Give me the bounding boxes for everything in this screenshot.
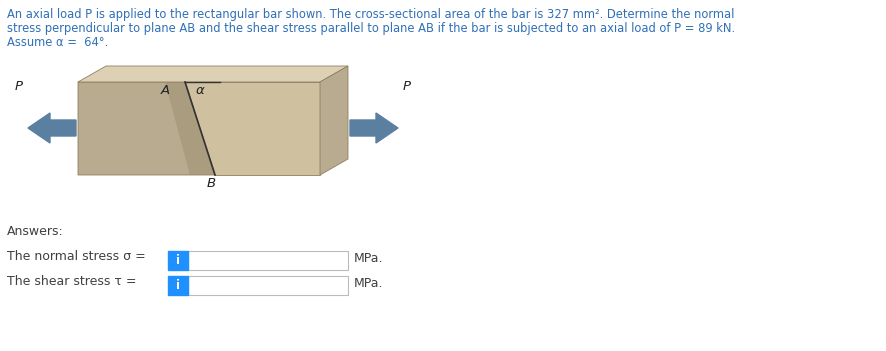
Text: The shear stress τ =: The shear stress τ = <box>7 275 136 288</box>
Text: $\alpha$: $\alpha$ <box>195 84 206 97</box>
Text: i: i <box>176 279 180 292</box>
Text: Assume α =  64°.: Assume α = 64°. <box>7 36 108 49</box>
Text: MPa.: MPa. <box>354 252 384 265</box>
Text: Answers:: Answers: <box>7 225 64 238</box>
Polygon shape <box>185 82 320 175</box>
Text: $A$: $A$ <box>160 84 171 97</box>
Text: $P$: $P$ <box>14 80 24 93</box>
Polygon shape <box>78 66 348 82</box>
FancyBboxPatch shape <box>168 276 188 295</box>
FancyArrow shape <box>28 113 76 143</box>
FancyBboxPatch shape <box>188 251 348 270</box>
Text: $B$: $B$ <box>206 177 216 190</box>
Text: MPa.: MPa. <box>354 277 384 290</box>
Text: $P$: $P$ <box>402 80 412 93</box>
FancyArrow shape <box>350 113 398 143</box>
Text: The normal stress σ =: The normal stress σ = <box>7 250 146 263</box>
Text: i: i <box>176 254 180 267</box>
Polygon shape <box>78 82 215 175</box>
Text: stress perpendicular to plane AB and the shear stress parallel to plane AB if th: stress perpendicular to plane AB and the… <box>7 22 735 35</box>
FancyBboxPatch shape <box>168 251 188 270</box>
Polygon shape <box>320 66 348 175</box>
FancyBboxPatch shape <box>188 276 348 295</box>
Text: An axial load P is applied to the rectangular bar shown. The cross-sectional are: An axial load P is applied to the rectan… <box>7 8 734 21</box>
Polygon shape <box>165 82 215 175</box>
